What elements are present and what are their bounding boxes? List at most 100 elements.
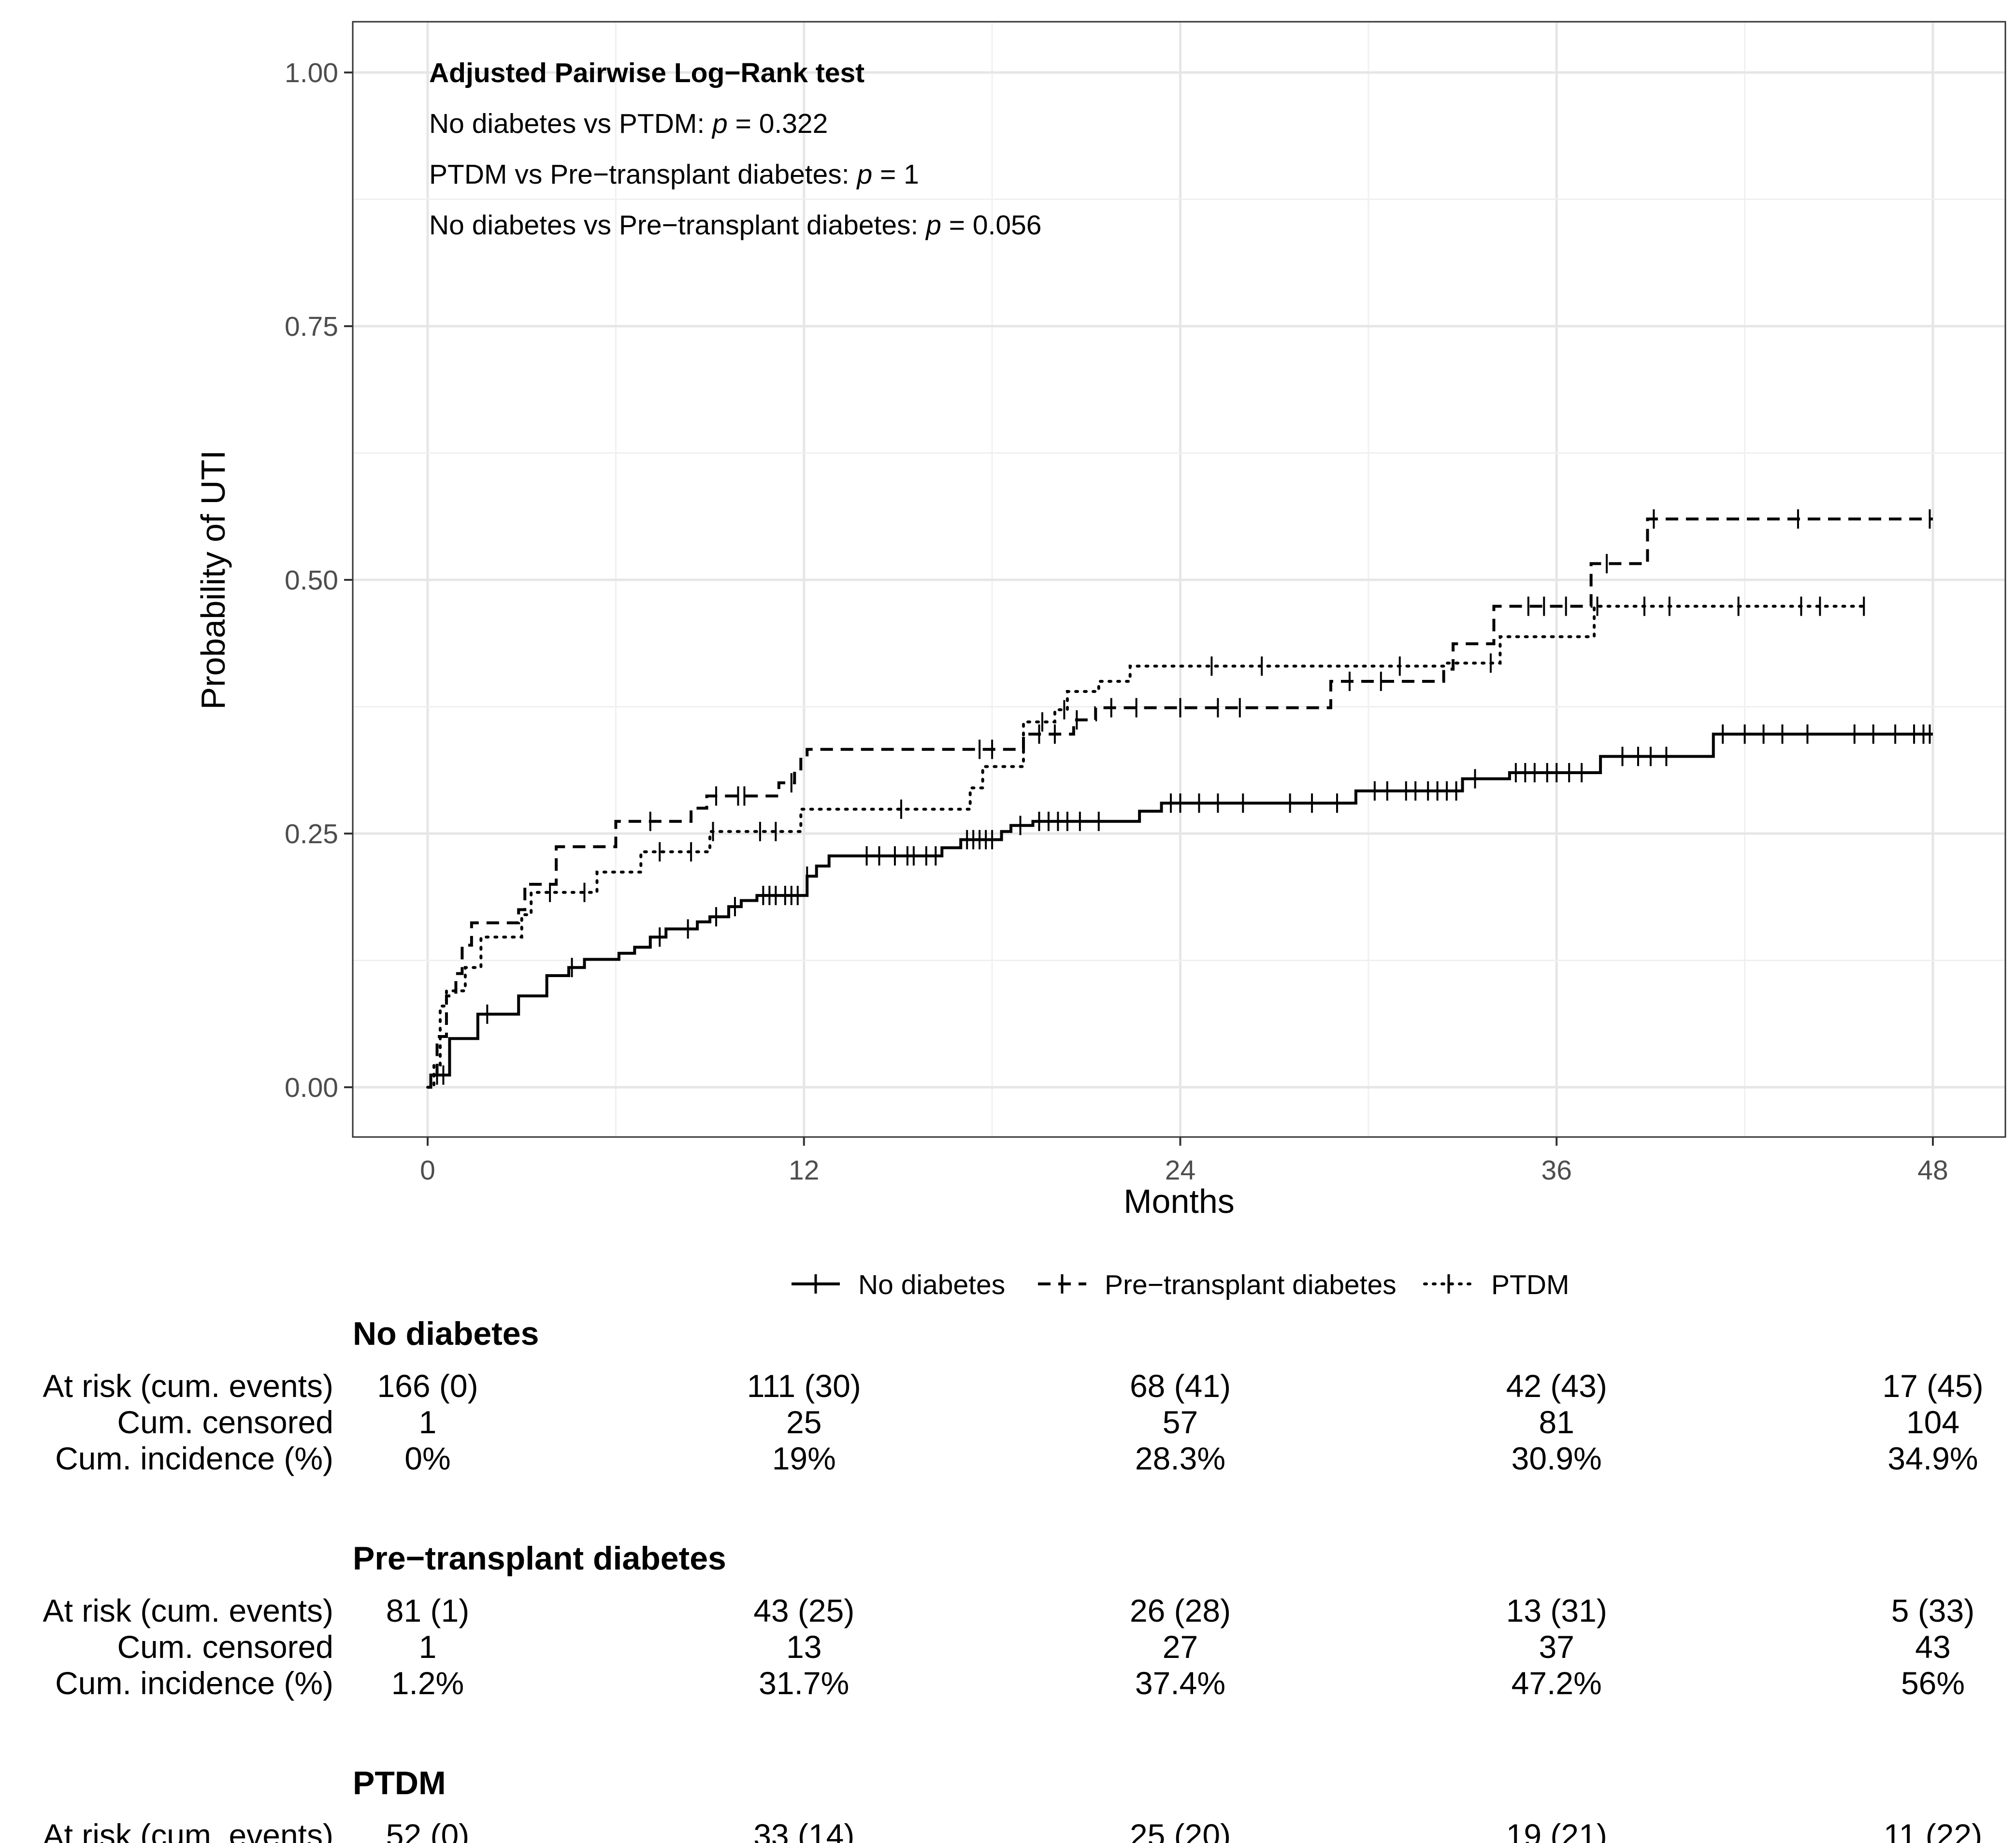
- risk-table-row-label: Cum. censored: [117, 1629, 333, 1665]
- x-axis-title: Months: [1123, 1182, 1235, 1220]
- risk-table-cell: 17 (45): [1882, 1368, 1983, 1404]
- risk-table-cell: 30.9%: [1512, 1440, 1602, 1476]
- risk-table-cell: 56%: [1901, 1665, 1965, 1701]
- risk-table-group-title: No diabetes: [353, 1315, 539, 1352]
- annotation-line-3-text: No diabetes vs Pre−transplant diabetes:: [429, 210, 926, 241]
- risk-table-cell: 43 (25): [753, 1593, 854, 1628]
- p-label: p: [856, 159, 872, 190]
- series-no-diabetes: [428, 724, 1933, 1089]
- x-tick-label: 0: [420, 1155, 435, 1186]
- risk-table-cell: 37: [1539, 1629, 1574, 1665]
- risk-table-row-label: At risk (cum. events): [43, 1593, 333, 1628]
- x-tick-label: 12: [789, 1155, 819, 1186]
- risk-table-group: PTDM At risk (cum. events) 52 (0) 33 (14) 25…: [43, 1765, 1983, 1843]
- x-tick-label: 36: [1541, 1155, 1572, 1186]
- legend-item-ptdm: PTDM: [1423, 1269, 1569, 1300]
- annotation-line-2-text: PTDM vs Pre−transplant diabetes:: [429, 159, 857, 190]
- risk-table-cell: 43: [1915, 1629, 1950, 1665]
- legend-item-no-diabetes: No diabetes: [792, 1269, 1005, 1300]
- y-axis: 0.00 0.25 0.50 0.75 1.00: [285, 58, 353, 1103]
- risk-table-cell: 111 (30): [747, 1368, 861, 1404]
- series-line: [426, 605, 1866, 1089]
- risk-table-cell: 104: [1906, 1404, 1959, 1440]
- series-line: [428, 733, 1933, 1089]
- risk-table-cell: 37.4%: [1135, 1665, 1225, 1701]
- risk-table-row: Cum. censored 1 25 57 81 104: [117, 1404, 1959, 1440]
- risk-table-cell: 1: [419, 1629, 437, 1665]
- risk-table-cell: 19 (21): [1506, 1817, 1607, 1843]
- risk-table-cell: 27: [1163, 1629, 1198, 1665]
- risk-table-cell: 13: [786, 1629, 821, 1665]
- risk-table-row: Cum. incidence (%) 1.2% 31.7% 37.4% 47.2% 56%: [55, 1665, 1965, 1701]
- risk-table-cell: 68 (41): [1130, 1368, 1231, 1404]
- risk-table-cell: 42 (43): [1506, 1368, 1607, 1404]
- series-line: [428, 518, 1933, 1089]
- risk-table-row-label: At risk (cum. events): [43, 1368, 333, 1404]
- y-axis-title: Probability of UTI: [194, 450, 232, 710]
- risk-table-cell: 81 (1): [386, 1593, 469, 1628]
- risk-table-row-label: Cum. censored: [117, 1404, 333, 1440]
- log-rank-annotation: Adjusted Pairwise Log−Rank test No diabe…: [429, 58, 1042, 241]
- annotation-line-2: PTDM vs Pre−transplant diabetes: p = 1: [429, 159, 919, 190]
- x-tick-label: 48: [1917, 1155, 1948, 1186]
- risk-table-row: At risk (cum. events) 52 (0) 33 (14) 25 (20…: [43, 1817, 1983, 1843]
- risk-table-cell: 52 (0): [386, 1817, 469, 1843]
- risk-table-cell: 25: [786, 1404, 821, 1440]
- x-tick-label: 24: [1165, 1155, 1195, 1186]
- risk-table-cell: 28.3%: [1135, 1440, 1225, 1476]
- annotation-line-1-text: No diabetes vs PTDM:: [429, 108, 712, 139]
- y-tick-label: 0.00: [285, 1072, 338, 1103]
- risk-table-cell: 166 (0): [377, 1368, 478, 1404]
- legend-label: PTDM: [1491, 1269, 1569, 1300]
- risk-table-cell: 0%: [404, 1440, 450, 1476]
- legend: No diabetes Pre−transplant diabetes PTDM: [792, 1269, 1569, 1300]
- risk-table-group: Pre−transplant diabetes At risk (cum. eve…: [43, 1540, 1975, 1701]
- risk-table-cell: 19%: [772, 1440, 836, 1476]
- risk-table-row: At risk (cum. events) 81 (1) 43 (25) 26 (28…: [43, 1593, 1975, 1628]
- y-tick-label: 0.75: [285, 311, 338, 342]
- risk-table-cell: 25 (20): [1130, 1817, 1231, 1843]
- p-label: p: [711, 108, 728, 139]
- risk-table-cell: 33 (14): [753, 1817, 854, 1843]
- p-value: = 1: [872, 159, 919, 190]
- p-label: p: [925, 210, 941, 241]
- risk-table-cell: 13 (31): [1506, 1593, 1607, 1628]
- series-pre-transplant-diabetes: [428, 509, 1933, 1089]
- legend-label: No diabetes: [858, 1269, 1005, 1300]
- risk-table-row-label: Cum. incidence (%): [55, 1440, 333, 1476]
- risk-table-cell: 11 (22): [1884, 1817, 1982, 1843]
- risk-table-cell: 57: [1163, 1404, 1198, 1440]
- annotation-line-3: No diabetes vs Pre−transplant diabetes: …: [429, 210, 1042, 241]
- x-axis: 0 12 24 36 48: [420, 1137, 1948, 1186]
- annotation-title: Adjusted Pairwise Log−Rank test: [429, 58, 864, 88]
- risk-table-cell: 26 (28): [1130, 1593, 1231, 1628]
- grid-lines: [353, 22, 2005, 1137]
- risk-table-cell: 31.7%: [759, 1665, 849, 1701]
- series-ptdm: [426, 596, 1866, 1089]
- legend-label: Pre−transplant diabetes: [1105, 1269, 1397, 1300]
- risk-table-row-label: Cum. incidence (%): [55, 1665, 333, 1701]
- annotation-line-1: No diabetes vs PTDM: p = 0.322: [429, 108, 828, 139]
- risk-table-row: Cum. censored 1 13 27 37 43: [117, 1629, 1950, 1665]
- y-tick-label: 0.50: [285, 565, 338, 596]
- risk-table-cell: 34.9%: [1887, 1440, 1978, 1476]
- series-layer: [426, 509, 1933, 1089]
- risk-table-row: At risk (cum. events) 166 (0) 111 (30) 68 (…: [43, 1368, 1984, 1404]
- risk-table-cell: 47.2%: [1512, 1665, 1602, 1701]
- risk-table-cell: 5 (33): [1891, 1593, 1974, 1628]
- risk-table-cell: 1.2%: [391, 1665, 464, 1701]
- risk-table-row-label: At risk (cum. events): [43, 1817, 333, 1843]
- p-value: = 0.056: [941, 210, 1042, 241]
- p-value: = 0.322: [728, 108, 828, 139]
- y-tick-label: 1.00: [285, 58, 338, 88]
- risk-table-group-title: Pre−transplant diabetes: [353, 1540, 726, 1577]
- risk-table-cell: 1: [419, 1404, 437, 1440]
- risk-table-row: Cum. incidence (%) 0% 19% 28.3% 30.9% 34.9%: [55, 1440, 1978, 1476]
- risk-table-cell: 81: [1539, 1404, 1574, 1440]
- legend-item-pre-transplant-diabetes: Pre−transplant diabetes: [1038, 1269, 1397, 1300]
- risk-table-group-title: PTDM: [353, 1765, 446, 1801]
